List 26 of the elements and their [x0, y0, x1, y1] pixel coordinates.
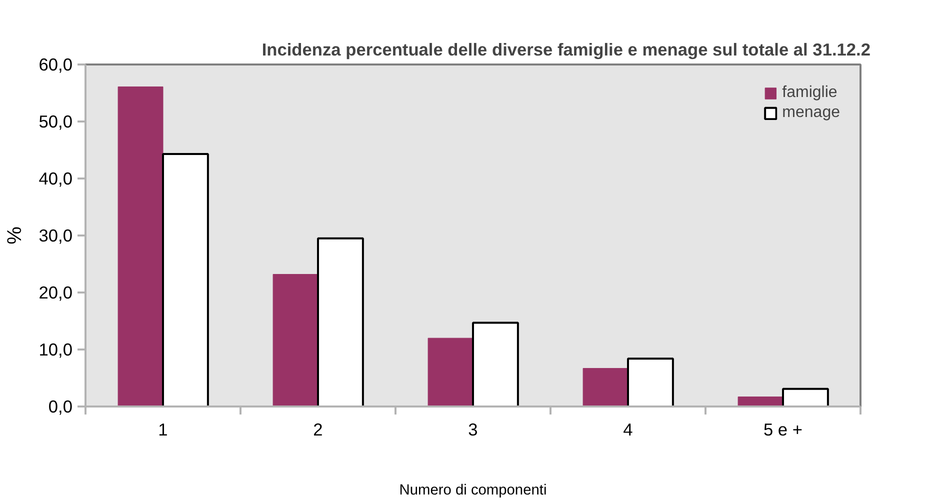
bar — [118, 86, 164, 406]
legend-label: menage — [782, 104, 840, 122]
bar — [627, 358, 674, 406]
bar — [428, 338, 474, 406]
x-tick-label: 1 — [158, 420, 168, 440]
bar — [782, 388, 829, 406]
x-axis-title: Numero di componenti — [399, 482, 547, 498]
y-tick-label: 60,0 — [38, 54, 73, 74]
y-tick-label: 20,0 — [38, 282, 73, 302]
y-tick-label: 50,0 — [38, 112, 73, 132]
x-tick-label: 4 — [623, 420, 634, 440]
x-tick-label: 2 — [313, 420, 323, 440]
y-axis-title: % — [4, 226, 26, 244]
bar — [317, 237, 364, 406]
bar — [162, 152, 209, 406]
chart-title: Incidenza percentuale delle diverse famiglie e menage sul totale al 31.12.2 — [262, 40, 871, 60]
y-tick-label: 40,0 — [38, 168, 73, 188]
y-tick-label: 30,0 — [38, 226, 73, 246]
bar — [582, 368, 628, 406]
y-tick-label: 0,0 — [48, 396, 73, 416]
y-tick-label: 10,0 — [38, 340, 73, 360]
x-tick-label: 3 — [468, 420, 478, 440]
bar — [472, 322, 519, 406]
legend-label: famiglie — [782, 84, 838, 102]
x-tick-label: 5 e + — [763, 420, 803, 440]
bar — [272, 274, 318, 406]
